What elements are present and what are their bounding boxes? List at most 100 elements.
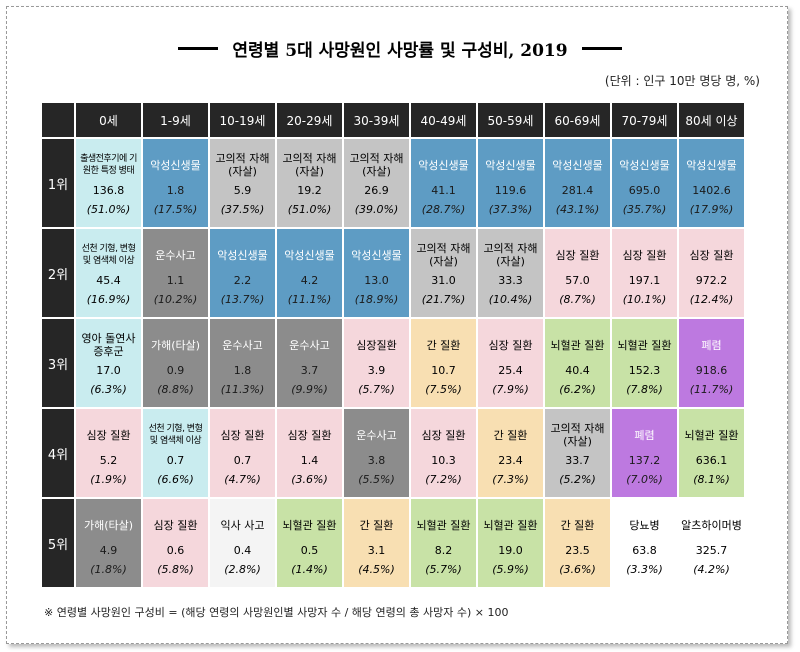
death-rate: 2.2 (233, 274, 252, 287)
cause-name: 뇌혈관 질환 (282, 518, 337, 532)
column-header: 40-49세 (411, 103, 476, 137)
death-rate: 19.2 (297, 184, 322, 197)
composition-ratio: (3.3%) (626, 563, 663, 576)
table-cell: 운수사고 3.7 (9.9%) (277, 319, 342, 407)
cause-name: 뇌혈관 질환 (416, 518, 471, 532)
table-row: 3위 영아 돌연사 증후군 17.0 (6.3%) 가해(타살) 0.9 (8.8%) 운수사… (42, 319, 744, 407)
cause-name: 악성신생물 (686, 158, 737, 172)
death-rate: 1.4 (300, 454, 319, 467)
cause-name: 운수사고 (289, 338, 330, 352)
death-rate: 636.1 (695, 454, 728, 467)
death-rate: 13.0 (364, 274, 389, 287)
composition-ratio: (12.4%) (689, 293, 734, 306)
composition-ratio: (10.1%) (622, 293, 667, 306)
table-row: 5위 가해(타살) 4.9 (1.8%) 심장 질환 0.6 (5.8%) 익사 사고 0.4 (… (42, 499, 744, 587)
composition-ratio: (7.9%) (492, 383, 529, 396)
table-cell: 악성신생물 1.8 (17.5%) (143, 139, 208, 227)
cause-name: 악성신생물 (418, 158, 469, 172)
death-rate: 26.9 (364, 184, 389, 197)
composition-ratio: (6.2%) (559, 383, 596, 396)
cause-name: 운수사고 (155, 248, 196, 262)
death-rate: 1.8 (166, 184, 185, 197)
column-header: 1-9세 (143, 103, 208, 137)
composition-ratio: (8.8%) (157, 383, 194, 396)
cause-name: 악성신생물 (552, 158, 603, 172)
death-rate: 17.0 (96, 364, 121, 377)
composition-ratio: (7.2%) (425, 473, 462, 486)
death-rate: 0.9 (166, 364, 185, 377)
death-rate: 0.5 (300, 544, 319, 557)
rank-label: 2위 (42, 229, 74, 317)
table-cell: 악성신생물 13.0 (18.9%) (344, 229, 409, 317)
death-rate: 3.8 (367, 454, 386, 467)
composition-ratio: (17.9%) (689, 203, 734, 216)
cause-name: 알츠하이머병 (681, 518, 742, 532)
death-rate: 137.2 (628, 454, 661, 467)
death-rate: 10.7 (431, 364, 456, 377)
death-rate: 3.1 (367, 544, 386, 557)
table-cell: 심장질환 3.9 (5.7%) (344, 319, 409, 407)
table-cell: 고의적 자해(자살) 33.7 (5.2%) (545, 409, 610, 497)
rank-label: 1위 (42, 139, 74, 227)
cause-name: 뇌혈관 질환 (617, 338, 672, 352)
composition-ratio: (2.8%) (224, 563, 261, 576)
composition-ratio: (7.0%) (626, 473, 663, 486)
composition-ratio: (1.8%) (90, 563, 127, 576)
death-rate: 281.4 (561, 184, 594, 197)
composition-ratio: (35.7%) (622, 203, 667, 216)
column-header: 0세 (76, 103, 141, 137)
composition-ratio: (5.9%) (492, 563, 529, 576)
cause-name: 고의적 자해(자살) (215, 152, 270, 178)
rank-label: 4위 (42, 409, 74, 497)
death-rate: 19.0 (498, 544, 523, 557)
table-cell: 고의적 자해(자살) 31.0 (21.7%) (411, 229, 476, 317)
cause-name: 고의적 자해(자살) (282, 152, 337, 178)
table-cell: 악성신생물 695.0 (35.7%) (612, 139, 677, 227)
composition-ratio: (13.7%) (220, 293, 265, 306)
composition-ratio: (1.4%) (291, 563, 328, 576)
header-row: 0세 1-9세 10-19세 20-29세 30-39세 40-49세 50-59세 60-6… (42, 103, 744, 137)
cause-name: 고의적 자해(자살) (416, 242, 471, 268)
cause-name: 심장 질환 (287, 428, 332, 442)
death-rate: 57.0 (565, 274, 590, 287)
composition-ratio: (43.1%) (555, 203, 600, 216)
table-cell: 운수사고 3.8 (5.5%) (344, 409, 409, 497)
death-rate: 5.2 (99, 454, 118, 467)
cause-name: 선천 기형, 변형 및 염색체 이상 (81, 244, 136, 266)
cause-name: 영아 돌연사 증후군 (81, 332, 136, 358)
table-cell: 운수사고 1.1 (10.2%) (143, 229, 208, 317)
cause-name: 심장 질환 (220, 428, 265, 442)
death-rate: 5.9 (233, 184, 252, 197)
composition-ratio: (7.8%) (626, 383, 663, 396)
table-cell: 당뇨병 63.8 (3.3%) (612, 499, 677, 587)
death-rate: 0.7 (166, 454, 185, 467)
death-rate: 3.7 (300, 364, 319, 377)
death-rate: 8.2 (434, 544, 453, 557)
cause-name: 고의적 자해(자살) (550, 422, 605, 448)
death-rate: 0.7 (233, 454, 252, 467)
table-cell: 심장 질환 5.2 (1.9%) (76, 409, 141, 497)
death-rate: 0.4 (233, 544, 252, 557)
cause-name: 간 질환 (359, 518, 394, 532)
death-rate: 3.9 (367, 364, 386, 377)
death-rate: 1402.6 (692, 184, 731, 197)
table-cell: 악성신생물 1402.6 (17.9%) (679, 139, 744, 227)
table-cell: 뇌혈관 질환 0.5 (1.4%) (277, 499, 342, 587)
composition-ratio: (3.6%) (291, 473, 328, 486)
death-rate: 695.0 (628, 184, 661, 197)
cause-name: 악성신생물 (351, 248, 402, 262)
page-title: 연령별 5대 사망원인 사망률 및 구성비, 2019 (232, 40, 568, 61)
death-rate: 1.1 (166, 274, 185, 287)
cause-name: 운수사고 (356, 428, 397, 442)
composition-ratio: (37.5%) (220, 203, 265, 216)
title-row: 연령별 5대 사망원인 사망률 및 구성비, 2019 (0, 34, 800, 62)
composition-ratio: (11.3%) (220, 383, 265, 396)
cause-name: 악성신생물 (150, 158, 201, 172)
composition-ratio: (16.9%) (86, 293, 131, 306)
composition-ratio: (37.3%) (488, 203, 533, 216)
table-cell: 간 질환 23.5 (3.6%) (545, 499, 610, 587)
composition-ratio: (51.0%) (287, 203, 332, 216)
composition-ratio: (4.7%) (224, 473, 261, 486)
table-cell: 심장 질환 0.6 (5.8%) (143, 499, 208, 587)
table-cell: 심장 질환 197.1 (10.1%) (612, 229, 677, 317)
